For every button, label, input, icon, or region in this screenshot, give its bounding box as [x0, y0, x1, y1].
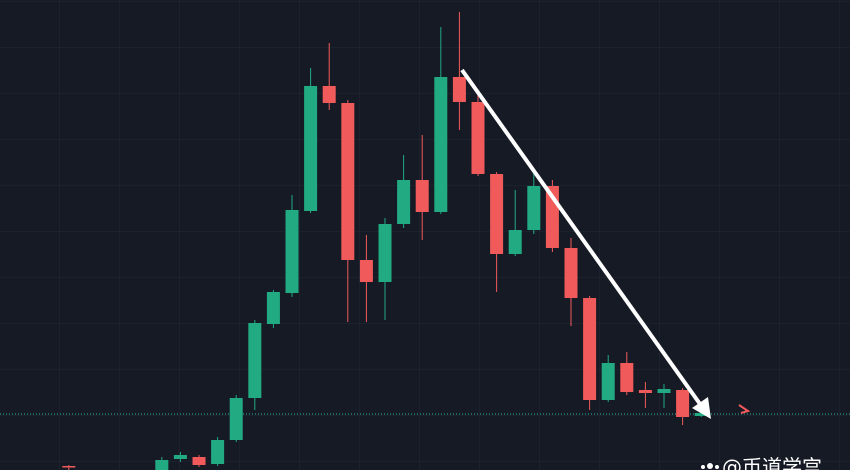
candle-body	[601, 363, 615, 400]
candle-body	[229, 398, 243, 440]
candle-body	[211, 440, 225, 464]
candle-body	[657, 389, 671, 393]
candle-body	[397, 180, 411, 224]
candle-body	[527, 186, 541, 230]
candle-body	[62, 466, 76, 468]
arrow-head	[692, 397, 711, 419]
candle-body	[434, 77, 448, 212]
candle-body	[266, 292, 280, 324]
watermark-icon	[701, 463, 719, 469]
candles	[62, 12, 708, 470]
candle-body	[490, 174, 504, 254]
candle-body	[192, 457, 206, 465]
marker	[738, 404, 751, 414]
candle-body	[638, 390, 652, 393]
candle-body	[378, 224, 392, 282]
candle-body	[676, 390, 690, 417]
candle-body	[564, 248, 578, 298]
candle-body	[359, 260, 373, 282]
candle-body	[508, 230, 522, 254]
candle-body	[155, 460, 169, 470]
candle-body	[304, 86, 318, 211]
candle-body	[248, 323, 262, 398]
candle-body	[620, 363, 634, 392]
trend-arrow	[460, 68, 702, 406]
candle-body	[285, 210, 299, 293]
candle-body	[341, 103, 355, 260]
candle-body	[471, 102, 485, 174]
candle-body	[173, 455, 187, 459]
candle-body	[694, 413, 708, 416]
watermark: @币道学宫	[722, 455, 822, 470]
candle-body	[583, 298, 597, 400]
candle-body	[322, 86, 336, 103]
candle-body	[452, 77, 466, 102]
candle-body	[415, 180, 429, 212]
